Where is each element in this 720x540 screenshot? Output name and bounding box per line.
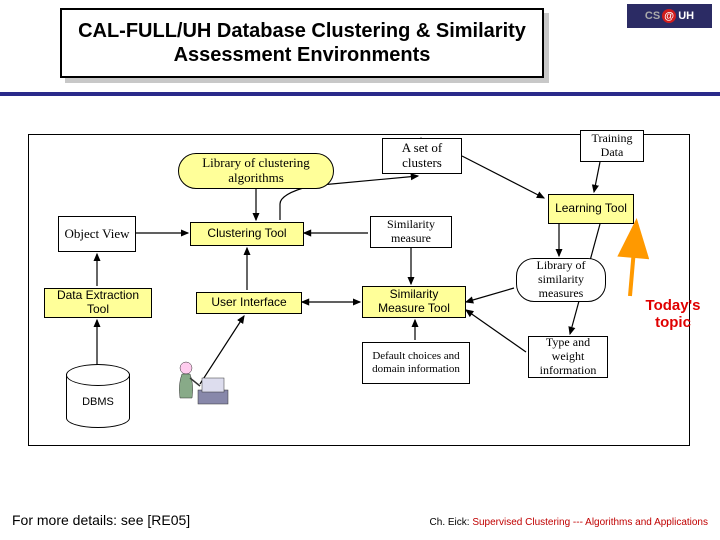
- title-underline: [0, 92, 720, 96]
- node-sim-tool: Similarity Measure Tool: [362, 286, 466, 318]
- node-type-weight: Type and weight information: [528, 336, 608, 378]
- node-set-clusters: A set of clusters: [382, 138, 462, 174]
- footer-author: Ch. Eick:: [430, 517, 473, 528]
- dbms-label: DBMS: [67, 396, 129, 408]
- logo-uh: UH: [678, 10, 694, 22]
- node-sim-measure: Similarity measure: [370, 216, 452, 248]
- node-data-ext: Data Extraction Tool: [44, 288, 152, 318]
- node-user-if: User Interface: [196, 292, 302, 314]
- today-topic-label: Today's topic: [626, 298, 720, 331]
- node-lib-sim: Library of similarity measures: [516, 258, 606, 302]
- footer-reference: For more details: see [RE05]: [12, 512, 190, 528]
- user-icon: [172, 354, 232, 409]
- node-library: Library of clustering algorithms: [178, 153, 334, 189]
- node-object-view: Object View: [58, 216, 136, 252]
- dbms-cylinder: DBMS: [66, 374, 130, 428]
- slide-title: CAL-FULL/UH Database Clustering & Simila…: [60, 8, 544, 78]
- node-learning: Learning Tool: [548, 194, 634, 224]
- logo-at: @: [662, 9, 676, 23]
- logo-cs: CS: [645, 10, 660, 22]
- university-logo: CS @ UH: [627, 4, 712, 28]
- node-training: Training Data: [580, 130, 644, 162]
- diagram-canvas: Library of clustering algorithms A set of…: [0, 98, 720, 518]
- node-clustering-tool: Clustering Tool: [190, 222, 304, 246]
- footer-citation: Ch. Eick: Supervised Clustering --- Algo…: [430, 517, 708, 528]
- node-default-choices: Default choices and domain information: [362, 342, 470, 384]
- footer-topic: Supervised Clustering --- Algorithms and…: [472, 517, 708, 528]
